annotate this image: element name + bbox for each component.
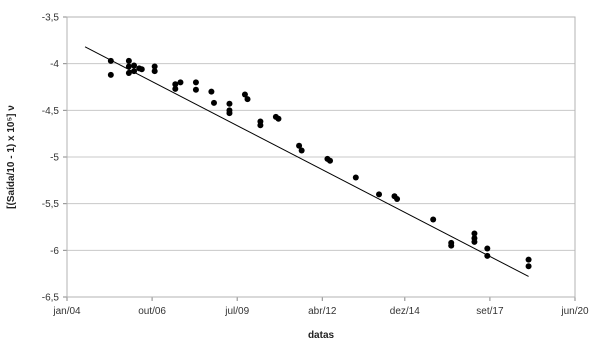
y-axis-tick-labels: -3,5 -4 -4,5 -5 -5,5 -6 -6,5 xyxy=(42,13,60,304)
y-tick-label: -3,5 xyxy=(42,13,60,24)
data-point xyxy=(172,81,179,88)
data-point xyxy=(352,174,359,181)
data-point xyxy=(394,196,401,202)
data-point xyxy=(484,245,491,252)
data-point xyxy=(525,256,532,263)
data-point xyxy=(192,79,199,86)
data-point xyxy=(376,191,383,198)
x-tick-label: jan/04 xyxy=(52,306,81,317)
data-point xyxy=(131,62,138,69)
y-tick-label: -5 xyxy=(50,153,59,164)
data-point xyxy=(210,99,217,106)
data-point xyxy=(448,242,455,249)
data-point xyxy=(257,122,264,129)
data-point xyxy=(138,66,145,73)
data-point xyxy=(525,263,532,270)
data-point xyxy=(131,68,138,75)
x-tick-label: out/06 xyxy=(138,306,166,317)
data-point xyxy=(241,91,248,98)
data-point xyxy=(226,100,233,107)
data-point xyxy=(298,147,305,154)
data-point xyxy=(430,216,437,223)
data-point xyxy=(471,238,478,245)
data-point xyxy=(177,79,184,86)
data-point xyxy=(125,70,132,76)
data-point xyxy=(172,85,179,92)
data-point xyxy=(471,230,478,237)
x-tick-label: dez/14 xyxy=(390,306,420,317)
data-point xyxy=(107,71,114,78)
data-point xyxy=(244,96,251,103)
y-tick-label: -4 xyxy=(50,59,59,70)
y-tick-label: -4,5 xyxy=(42,106,60,117)
data-point xyxy=(484,252,491,259)
x-axis-tick-labels: jan/04 out/06 jul/09 abr/12 dez/14 set/17 jun/… xyxy=(52,306,589,317)
y-tick-label: -6 xyxy=(50,246,59,257)
x-tick-label: abr/12 xyxy=(308,306,337,317)
x-tick-label: jul/09 xyxy=(224,306,249,317)
y-axis-title: [(Saída/10 - 1) x 10⁵] ν xyxy=(6,105,17,209)
y-tick-label: -6,5 xyxy=(42,293,60,304)
data-point xyxy=(327,157,334,164)
x-axis-title: datas xyxy=(308,330,335,341)
trendline xyxy=(84,46,529,277)
data-points xyxy=(107,57,532,270)
data-point xyxy=(296,142,303,149)
data-point xyxy=(151,68,158,75)
data-point xyxy=(107,57,114,64)
data-point xyxy=(275,115,282,122)
data-point xyxy=(208,88,215,95)
data-point xyxy=(226,110,233,117)
data-point xyxy=(125,57,132,64)
data-point xyxy=(125,63,132,70)
y-tick-label: -5,5 xyxy=(42,199,60,210)
x-tick-label: jun/20 xyxy=(560,306,589,317)
data-point xyxy=(192,86,199,93)
data-point xyxy=(151,63,158,70)
x-tick-label: set/17 xyxy=(476,306,504,317)
plot-area-frame xyxy=(66,16,576,298)
